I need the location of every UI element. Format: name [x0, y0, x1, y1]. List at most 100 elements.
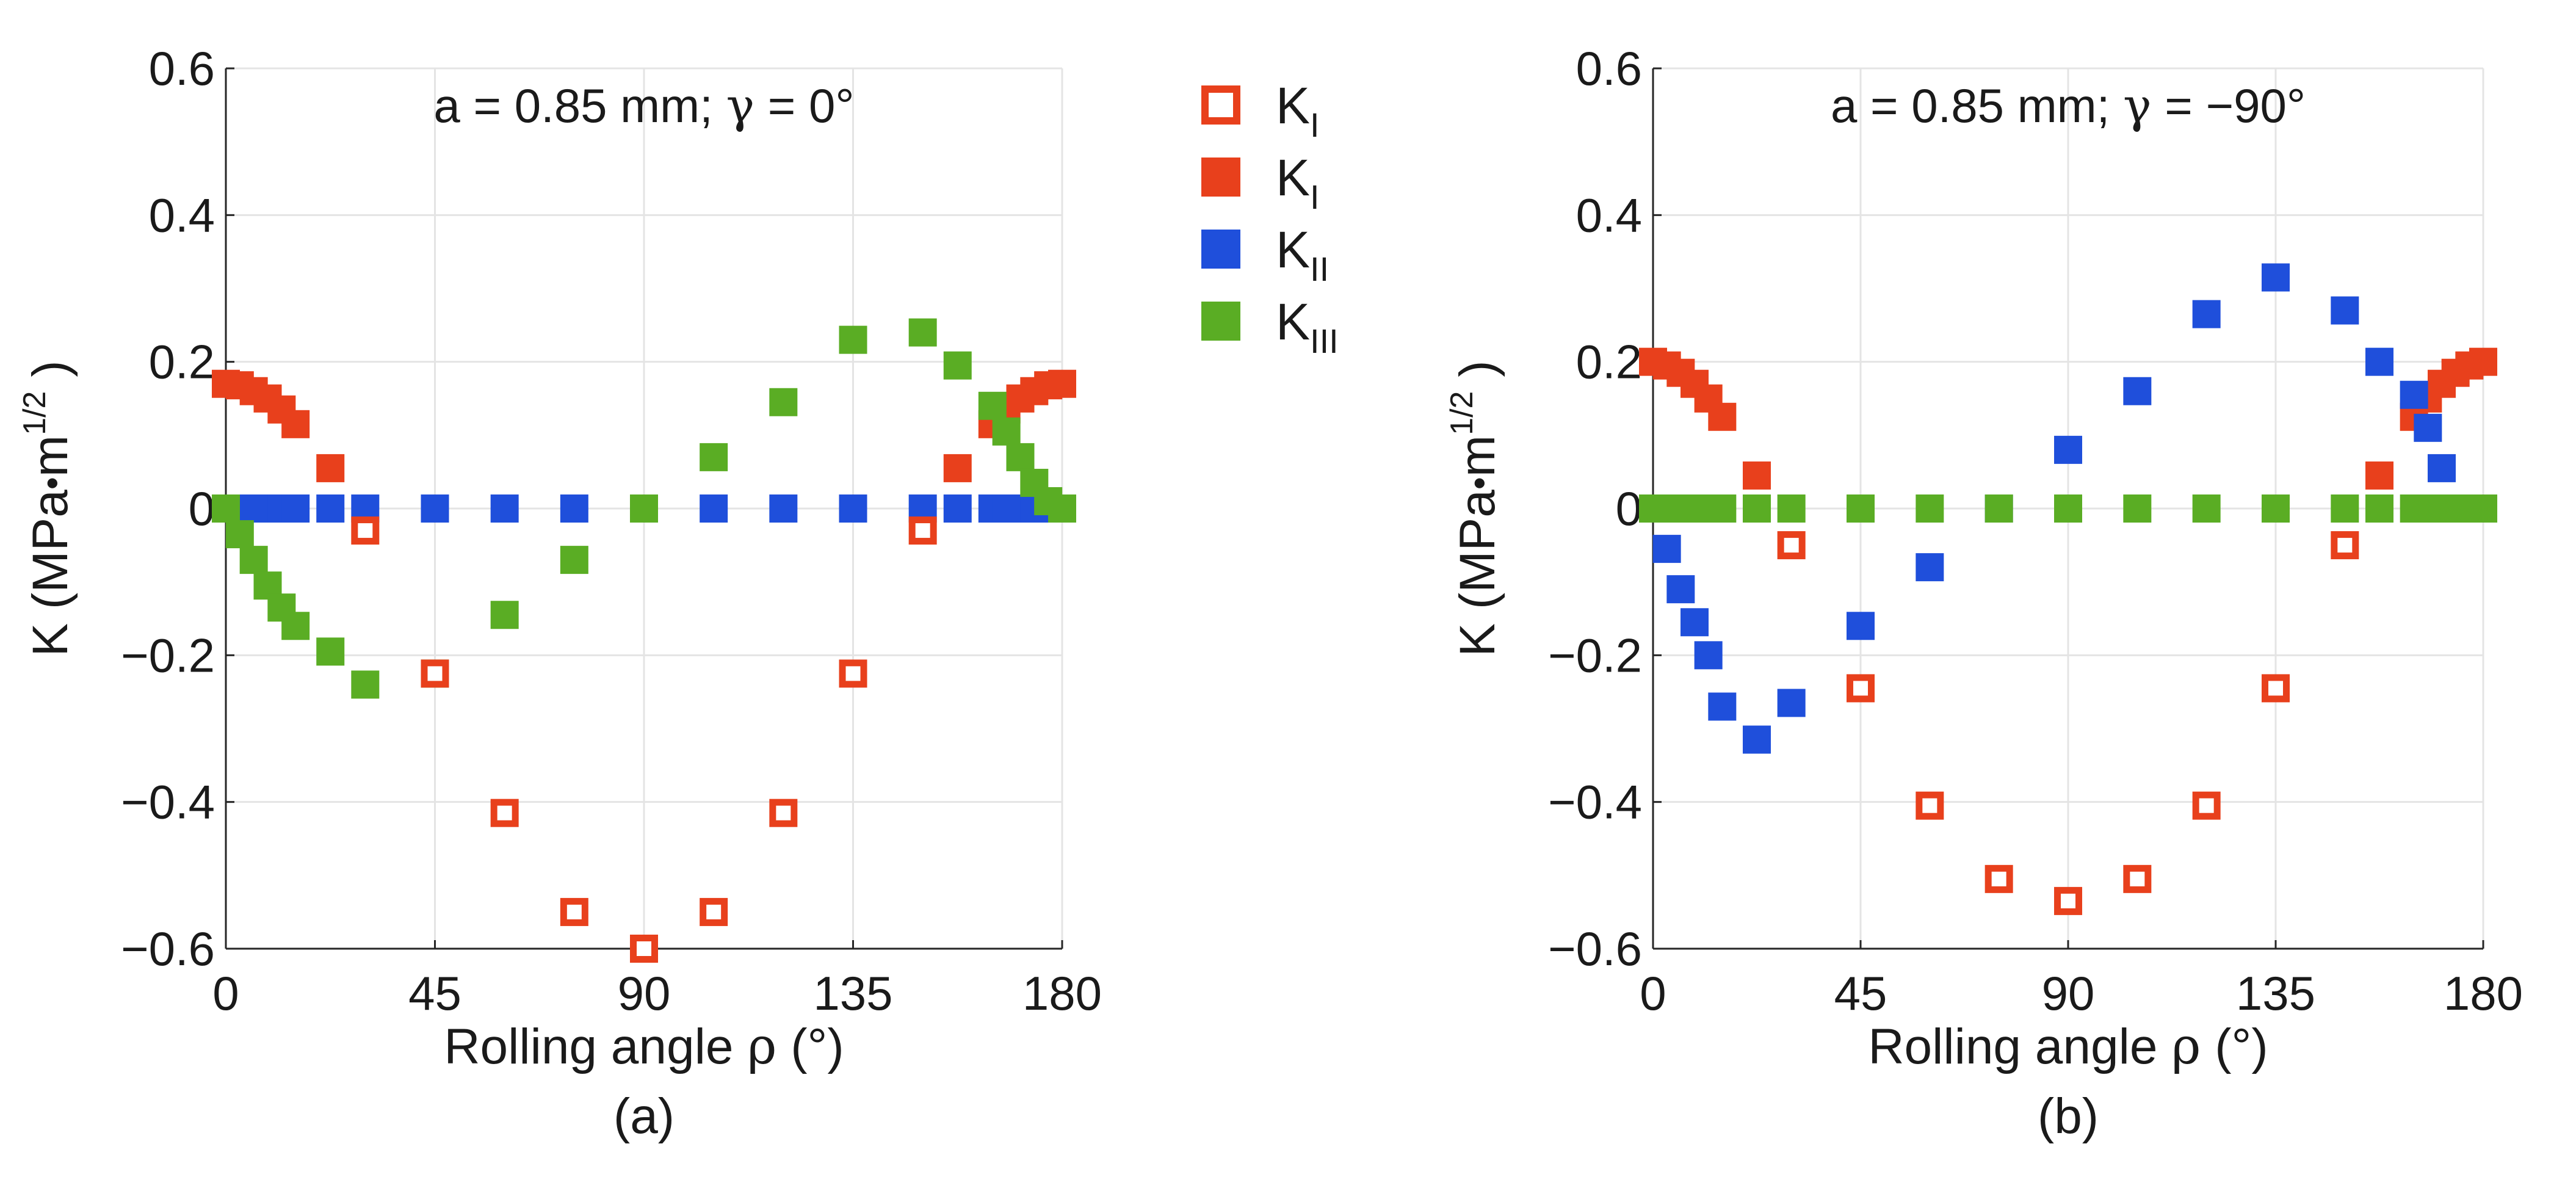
- chart-panel-b: 0 45 90 135 180 −0.6 −0.4 −0.2 0 0.2 0.4 0.6 Rolling…: [1444, 42, 2523, 1144]
- data-point-kii: [700, 494, 728, 523]
- data-point-kiii: [225, 520, 254, 549]
- data-point-kii: [1681, 608, 1709, 637]
- data-point-ki-open: [2331, 531, 2359, 560]
- annotation-prefix: a = 0.85 mm;: [433, 79, 726, 132]
- annotation-suffix: = −90°: [2152, 79, 2306, 132]
- y-tick-label: −0.6: [121, 922, 215, 976]
- legend-item-kiii: KIII: [1201, 293, 1339, 360]
- data-point-kiii: [2365, 494, 2393, 523]
- annotation-gamma: γ: [2123, 79, 2152, 134]
- data-point-kiii: [839, 325, 867, 354]
- panel-label: (a): [613, 1088, 675, 1144]
- data-point-kiii: [992, 417, 1021, 446]
- data-point-ki-open: [351, 516, 380, 545]
- data-point-ki-open: [421, 659, 449, 688]
- data-point-ki-filled: [2469, 347, 2497, 376]
- data-point-kiii: [351, 670, 380, 699]
- data-point-ki-filled: [1048, 369, 1076, 398]
- annotation: a = 0.85 mm; γ = 0°: [433, 79, 854, 134]
- legend-marker: [1201, 230, 1240, 269]
- data-point-kii: [2123, 377, 2152, 405]
- y-axis-label-dot: •: [1459, 477, 1500, 490]
- legend-label-sub: I: [1310, 106, 1320, 144]
- x-axis-label-unit: (°): [2201, 1019, 2268, 1074]
- data-point-kiii: [630, 494, 658, 523]
- data-point-kii: [2400, 380, 2428, 409]
- data-point-kii: [2428, 454, 2456, 482]
- x-tick-label: 180: [1022, 966, 1102, 1020]
- data-point-ki-filled: [316, 454, 345, 482]
- y-axis-label-dot: •: [32, 477, 73, 490]
- data-point-ki-open: [2192, 791, 2221, 820]
- data-point-kiii: [1777, 494, 1806, 523]
- y-tick-label: −0.2: [121, 628, 215, 682]
- data-point-ki-filled: [1708, 402, 1737, 431]
- data-point-kiii: [1708, 494, 1737, 523]
- data-point-ki-open: [1984, 864, 2013, 893]
- data-point-kiii: [1048, 494, 1076, 523]
- data-point-kii: [1847, 612, 1875, 640]
- data-point-ki-open: [560, 897, 588, 926]
- y-axis-label-main: K (MPa: [1450, 490, 1505, 657]
- data-point-kii: [421, 494, 449, 523]
- data-point-kiii: [2262, 494, 2290, 523]
- data-point-kiii: [1006, 443, 1035, 471]
- legend-marker: [1201, 85, 1240, 125]
- x-tick-label: 135: [2236, 966, 2315, 1020]
- x-axis-label-text: Rolling angle: [444, 1019, 747, 1074]
- legend-label: KI: [1276, 149, 1320, 216]
- x-axis-label-rho: ρ: [747, 1018, 776, 1076]
- y-tick-label: 0.2: [149, 335, 215, 389]
- legend-marker: [1201, 302, 1240, 341]
- x-tick-label: 135: [813, 966, 892, 1020]
- data-point-kiii: [1916, 494, 1944, 523]
- annotation-prefix: a = 0.85 mm;: [1831, 79, 2123, 132]
- y-tick-label: 0.4: [149, 188, 215, 242]
- data-point-kiii: [1743, 494, 1771, 523]
- annotation: a = 0.85 mm; γ = −90°: [1831, 79, 2306, 134]
- data-point-kii: [1666, 575, 1695, 604]
- data-point-ki-open: [1847, 674, 1875, 703]
- data-point-kii: [1694, 641, 1723, 670]
- data-point-kiii: [212, 494, 240, 523]
- data-point-kii: [1708, 692, 1737, 721]
- data-point-kiii: [700, 443, 728, 471]
- y-axis-label-exp: 1/2: [1444, 391, 1480, 435]
- x-axis-label-text: Rolling angle: [1868, 1019, 2171, 1074]
- legend-item-ki-open: KI: [1201, 77, 1320, 144]
- data-point-kiii: [2054, 494, 2082, 523]
- x-tick-label: 45: [1834, 966, 1887, 1020]
- y-tick-label: 0.6: [149, 42, 215, 95]
- data-point-kiii: [2469, 494, 2497, 523]
- data-point-kiii: [560, 546, 588, 574]
- y-tick-label: 0.4: [1576, 188, 1642, 242]
- data-point-ki-filled: [281, 410, 310, 438]
- data-point-kii: [943, 494, 972, 523]
- data-point-kii: [2414, 413, 2442, 442]
- y-axis-label-m: m: [1450, 435, 1505, 477]
- data-point-ki-open: [1777, 531, 1806, 560]
- data-point-kiii: [490, 601, 519, 629]
- y-axis-label: K (MPa•m1/2 ): [17, 360, 78, 656]
- data-point-kiii: [943, 351, 972, 380]
- annotation-gamma: γ: [726, 79, 754, 134]
- data-point-kii: [560, 494, 588, 523]
- y-tick-label: 0.6: [1576, 42, 1642, 95]
- data-point-kii: [1652, 535, 1681, 563]
- legend-label-main: K: [1276, 221, 1310, 278]
- data-point-kiii: [1984, 494, 2013, 523]
- data-point-kii: [769, 494, 798, 523]
- y-axis-label-m: m: [23, 435, 78, 477]
- data-point-ki-open: [1916, 791, 1944, 820]
- data-point-kii: [2192, 300, 2221, 328]
- data-point-kii: [1743, 725, 1771, 754]
- data-point-ki-open: [2054, 886, 2082, 915]
- data-point-kiii: [2331, 494, 2359, 523]
- annotation-suffix: = 0°: [754, 79, 854, 132]
- data-point-ki-open: [630, 935, 658, 963]
- data-point-ki-filled: [1743, 461, 1771, 490]
- legend-label-main: K: [1276, 293, 1310, 350]
